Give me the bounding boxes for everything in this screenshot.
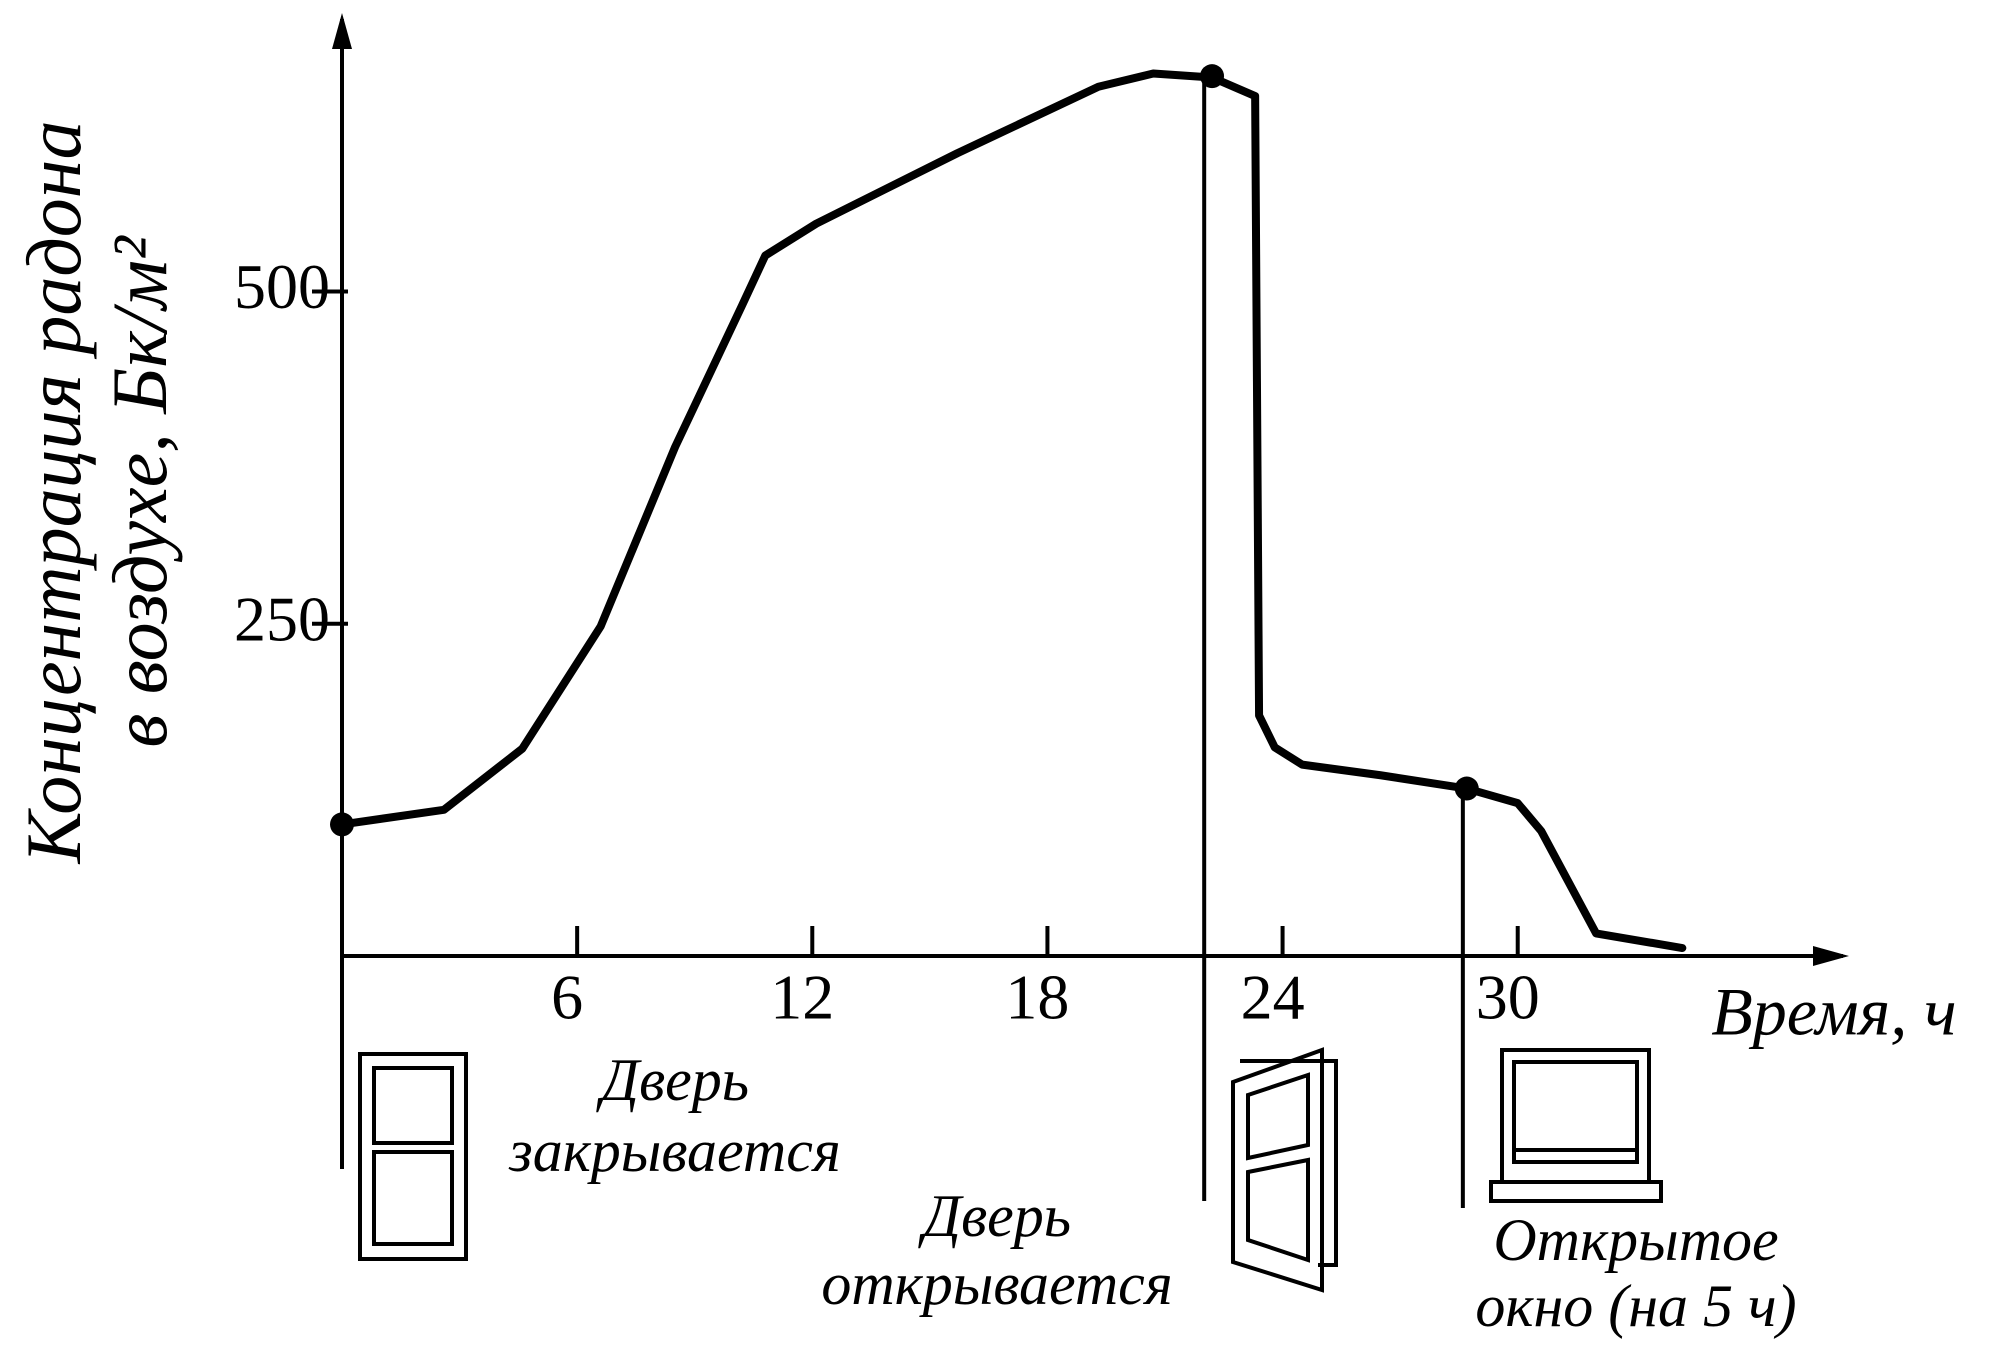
marker: [330, 812, 354, 837]
window-pane: [1512, 1060, 1639, 1164]
door-panel: [372, 1066, 454, 1145]
y-arrow: [332, 13, 352, 49]
event-label: закрывается: [508, 1118, 840, 1184]
event-label: Дверь: [596, 1047, 749, 1113]
data-line: [338, 69, 1687, 953]
plot: 250 500 6 12 18 24 30 Концентрация радона в возд…: [10, 13, 1957, 1339]
door-panel: [1246, 1072, 1310, 1161]
x-axis-label: Время, ч: [1711, 974, 1956, 1050]
marker: [1454, 776, 1479, 801]
door-open: [1231, 1047, 1324, 1293]
event-label: окно (на 5 ч): [1475, 1273, 1796, 1339]
door-panel: [1246, 1157, 1310, 1263]
door-panel: [372, 1150, 454, 1246]
y-axis-label: Концентрация радона: [10, 120, 97, 864]
window-sill: [1489, 1180, 1663, 1203]
event-label: Открытое: [1493, 1207, 1778, 1273]
x-tick-label: 6: [551, 962, 583, 1033]
x-arrow: [1813, 946, 1849, 966]
x-tick-label: 18: [1005, 962, 1069, 1033]
y-axis-label: в воздухе, Бк/м²: [96, 235, 183, 748]
event-label: открывается: [821, 1251, 1172, 1317]
event-label: Дверь: [918, 1183, 1071, 1249]
y-tick-label: 250: [234, 583, 330, 654]
y-tick-label: 500: [234, 251, 330, 322]
marker: [1200, 64, 1225, 89]
x-tick-label: 30: [1476, 962, 1540, 1033]
x-tick-label: 24: [1241, 962, 1305, 1033]
icons: [358, 1047, 1663, 1293]
door-closed: [358, 1052, 468, 1261]
x-tick-label: 12: [770, 962, 834, 1033]
